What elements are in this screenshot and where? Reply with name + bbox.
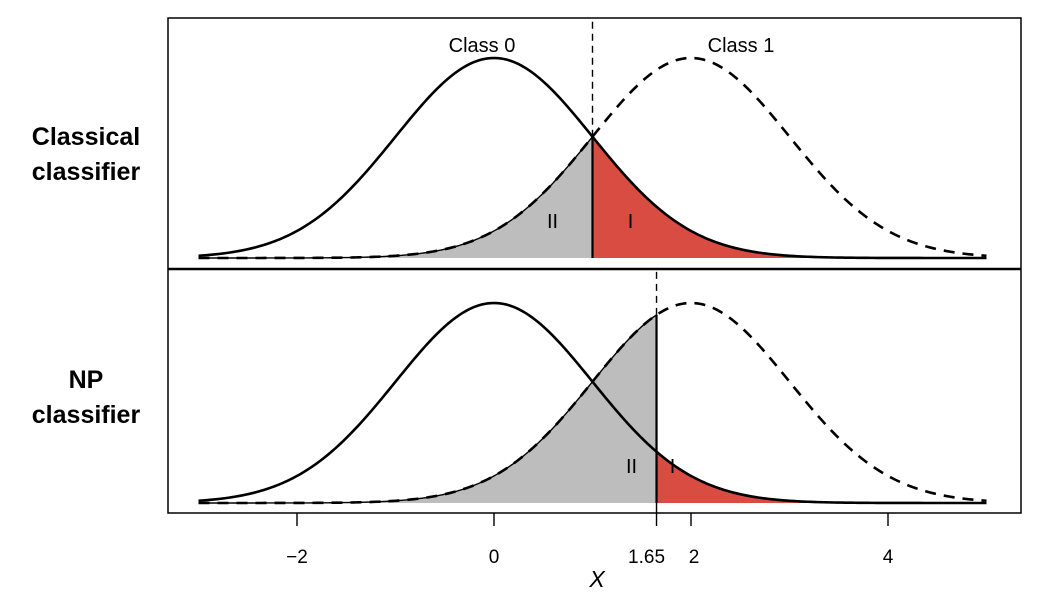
type-i-region-label: I <box>628 211 634 233</box>
type-ii-region-boundary <box>198 314 657 504</box>
type-ii-region-label: II <box>626 456 637 478</box>
type-ii-region-boundary <box>198 136 594 259</box>
class-0-label: Class 0 <box>449 35 516 57</box>
row-label-classical-line1: Classical <box>32 123 140 151</box>
x-tick-label: 2 <box>689 547 700 568</box>
class-0-density-curve <box>198 301 987 505</box>
x-tick-label: −2 <box>286 547 308 568</box>
class-1-label: Class 1 <box>708 35 775 57</box>
type-i-region-label: I <box>670 456 676 478</box>
x-tick-label: 1.65 <box>628 547 665 568</box>
row-label-np-line2: classifier <box>32 401 141 429</box>
x-axis: −2 0 1.65 2 4 <box>286 513 894 568</box>
type-ii-error-region <box>198 136 593 258</box>
x-tick-label: 0 <box>489 547 500 568</box>
row-label-np-line1: NP <box>69 366 104 394</box>
x-axis-title: X <box>588 566 606 592</box>
plot-frame <box>167 17 1022 514</box>
type-ii-region-label: II <box>547 211 558 233</box>
type-i-error-region <box>592 136 987 258</box>
type-ii-error-region <box>198 314 657 503</box>
np-classifier-panel: II I <box>198 269 987 513</box>
x-tick-label: 4 <box>883 547 894 568</box>
type-i-error-region <box>656 451 987 503</box>
row-label-classical-line2: classifier <box>32 158 141 186</box>
